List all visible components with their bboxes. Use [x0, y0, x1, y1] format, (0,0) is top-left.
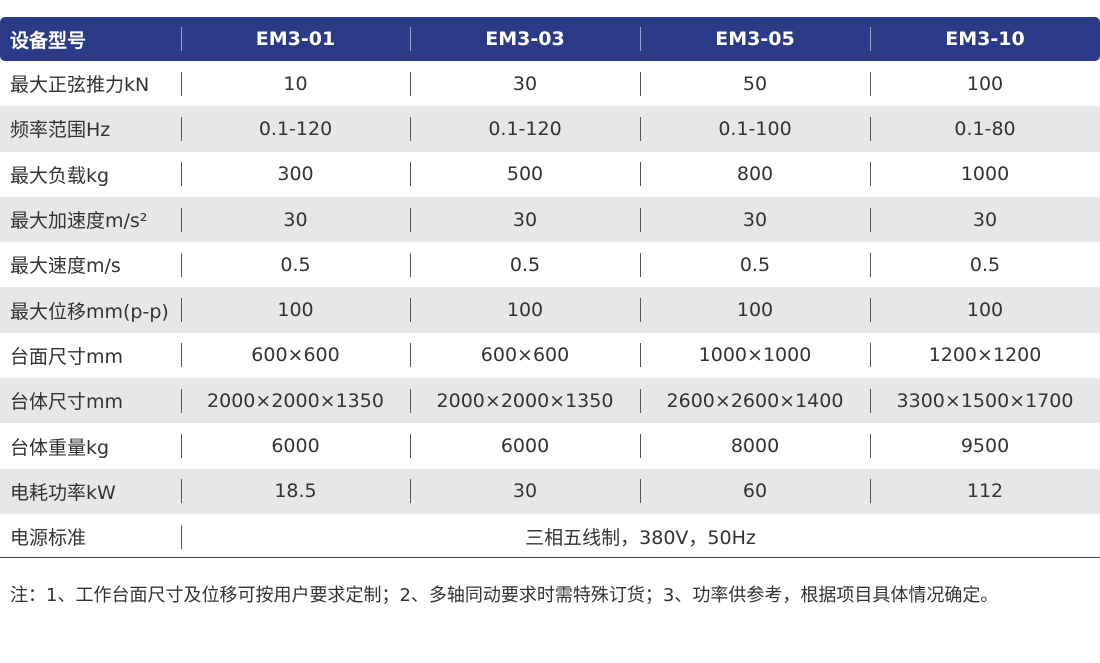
row-label: 最大位移mm(p-p) [10, 300, 169, 323]
table-cell: 9500 [870, 423, 1100, 468]
table-cell: 0.1-120 [181, 106, 410, 151]
row-label: 电源标准 [10, 527, 87, 550]
footnote: 注：1、工作台面尺寸及位移可按用户要求定制；2、多轴同动要求时需特殊订货；3、功… [10, 585, 999, 606]
row-label: 最大加速度m/s² [10, 210, 148, 233]
row-label: 最大速度m/s [10, 255, 121, 278]
table-row: 台体尺寸mm 2000×2000×1350 2000×2000×1350 260… [0, 378, 1100, 424]
table-cell: 60 [640, 469, 870, 514]
table-row: 最大速度m/s 0.5 0.5 0.5 0.5 [0, 242, 1100, 287]
table-row: 频率范围Hz 0.1-120 0.1-120 0.1-100 0.1-80 [0, 106, 1100, 152]
table-row: 最大负载kg 300 500 800 1000 [0, 152, 1100, 197]
table-cell: 600×600 [181, 333, 410, 378]
header-model: EM3-05 [640, 17, 870, 61]
table-cell: 0.5 [870, 242, 1100, 287]
header-model: EM3-03 [410, 17, 640, 61]
table-cell: 2000×2000×1350 [410, 378, 640, 423]
table-cell: 0.1-120 [410, 106, 640, 151]
header-label: 设备型号 [10, 29, 87, 52]
row-label: 台体重量kg [10, 436, 110, 459]
header-model: EM3-01 [181, 17, 410, 61]
table-cell: 6000 [181, 423, 410, 468]
table-cell: 112 [870, 469, 1100, 514]
table-cell: 600×600 [410, 333, 640, 378]
table-cell: 2000×2000×1350 [181, 378, 410, 423]
table-cell: 1000×1000 [640, 333, 870, 378]
table-row: 最大位移mm(p-p) 100 100 100 100 [0, 287, 1100, 333]
table-cell: 300 [181, 152, 410, 197]
table-cell: 30 [870, 197, 1100, 242]
table-cell: 100 [181, 287, 410, 332]
table-cell: 18.5 [181, 469, 410, 514]
table-row: 台体重量kg 6000 6000 8000 9500 [0, 423, 1100, 468]
table-cell: 100 [640, 287, 870, 332]
table-cell: 100 [410, 287, 640, 332]
table-cell: 30 [410, 61, 640, 106]
table-cell: 6000 [410, 423, 640, 468]
header-model: EM3-10 [870, 17, 1100, 61]
table-cell: 1000 [870, 152, 1100, 197]
table-cell: 10 [181, 61, 410, 106]
table-row: 台面尺寸mm 600×600 600×600 1000×1000 1200×12… [0, 333, 1100, 378]
row-label: 台体尺寸mm [10, 391, 124, 414]
table-row: 最大正弦推力kN 10 30 50 100 [0, 61, 1100, 106]
table-cell: 30 [410, 469, 640, 514]
power-standard-value: 三相五线制，380V，50Hz [181, 514, 1100, 559]
table-cell: 0.5 [181, 242, 410, 287]
table-cell: 2600×2600×1400 [640, 378, 870, 423]
table-cell: 8000 [640, 423, 870, 468]
table-cell: 3300×1500×1700 [870, 378, 1100, 423]
table-row: 最大加速度m/s² 30 30 30 30 [0, 196, 1100, 243]
table-cell: 30 [181, 197, 410, 242]
row-label: 频率范围Hz [10, 119, 111, 142]
table-cell: 0.1-80 [870, 106, 1100, 151]
table-cell: 0.5 [640, 242, 870, 287]
table-header: 设备型号 EM3-01 EM3-03 EM3-05 EM3-10 [0, 17, 1100, 61]
table-bottom-divider [0, 557, 1100, 558]
table-cell: 100 [870, 61, 1100, 106]
table-row-power: 电源标准 三相五线制，380V，50Hz [0, 514, 1100, 559]
row-label: 最大负载kg [10, 164, 110, 187]
row-label: 最大正弦推力kN [10, 74, 150, 97]
table-cell: 100 [870, 287, 1100, 332]
table-cell: 500 [410, 152, 640, 197]
row-label: 电耗功率kW [10, 481, 116, 504]
table-cell: 30 [640, 197, 870, 242]
table-cell: 50 [640, 61, 870, 106]
row-label: 台面尺寸mm [10, 345, 124, 368]
table-cell: 30 [410, 197, 640, 242]
table-row: 电耗功率kW 18.5 30 60 112 [0, 468, 1100, 514]
table-cell: 0.1-100 [640, 106, 870, 151]
table-cell: 0.5 [410, 242, 640, 287]
spec-table: 设备型号 EM3-01 EM3-03 EM3-05 EM3-10 最大正弦推力k… [0, 17, 1100, 559]
table-cell: 1200×1200 [870, 333, 1100, 378]
table-cell: 800 [640, 152, 870, 197]
